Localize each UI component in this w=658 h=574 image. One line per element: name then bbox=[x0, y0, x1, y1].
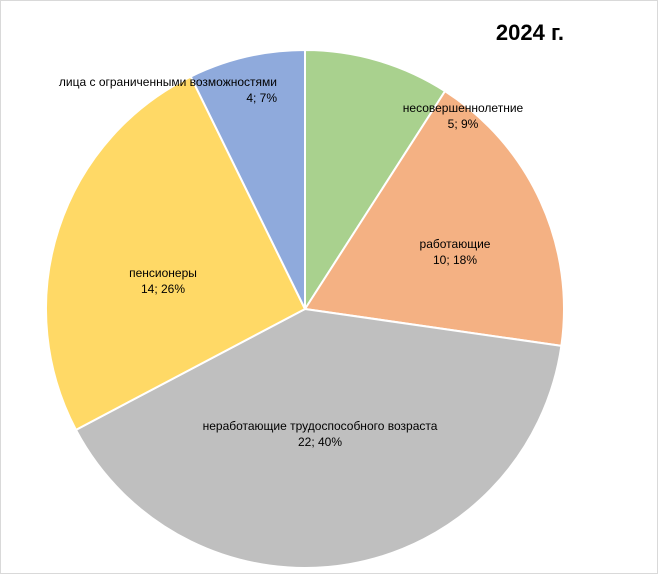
slice-label: работающие 10; 18% bbox=[420, 237, 491, 267]
slice-value-label: 22; 40% bbox=[298, 435, 342, 449]
slice-category-label: несовершеннолетние bbox=[403, 101, 524, 115]
slice-category-label: неработающие трудоспособного возраста bbox=[203, 419, 438, 433]
pie-slice bbox=[189, 48, 306, 310]
pie-slice bbox=[45, 75, 307, 432]
slice-value-label: 14; 26% bbox=[141, 282, 185, 296]
chart-title: 2024 г. bbox=[495, 20, 565, 45]
pie-slice bbox=[74, 307, 563, 569]
slice-label: несовершеннолетние 5; 9% bbox=[403, 101, 524, 131]
slice-label: пенсионеры 14; 26% bbox=[129, 266, 197, 296]
slice-value-label: 4; 7% bbox=[246, 91, 277, 105]
slice-value-label: 10; 18% bbox=[433, 253, 477, 267]
slice-label: лица с ограниченными возможностями 4; 7% bbox=[59, 75, 277, 105]
slice-value-label: 5; 9% bbox=[448, 117, 479, 131]
pie-slice bbox=[303, 89, 565, 347]
slice-category-label: работающие bbox=[420, 237, 491, 251]
slice-category-label: пенсионеры bbox=[129, 266, 197, 280]
slice-category-label: лица с ограниченными возможностями bbox=[59, 75, 277, 89]
slice-label: неработающие трудоспособного возраста 22;… bbox=[203, 419, 438, 449]
pie-slice bbox=[304, 48, 447, 313]
